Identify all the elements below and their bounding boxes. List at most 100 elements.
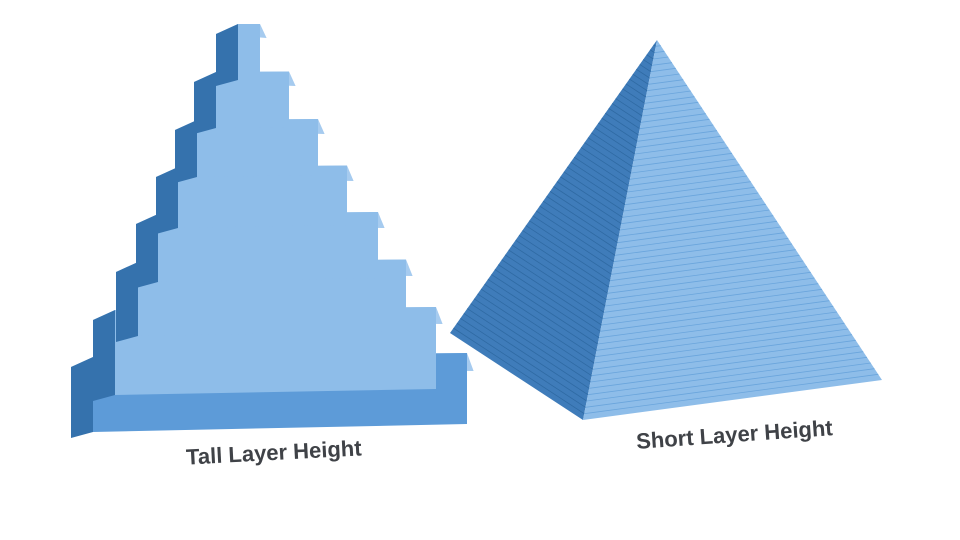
layer-line-left [615, 98, 643, 117]
layer-line-right [621, 203, 766, 225]
layer-line-left [553, 186, 621, 231]
layer-line-right [652, 62, 673, 66]
layer-line-left [536, 210, 615, 263]
layer-line-right [584, 373, 879, 415]
layer-line-right [600, 300, 830, 332]
tier-front-8 [238, 24, 260, 80]
layer-line-right [617, 220, 778, 244]
layer-line-right [650, 67, 676, 73]
layer-line-right [602, 288, 823, 320]
layer-line-right [606, 271, 811, 301]
layer-line-right [645, 90, 691, 98]
layer-line-right [628, 169, 744, 187]
layer-line-left [625, 83, 647, 98]
tier-side-7 [194, 72, 216, 134]
layer-line-right [608, 260, 804, 288]
pyramid-right-face [583, 40, 882, 420]
layer-line-right [618, 215, 774, 237]
layer-line-left [601, 117, 638, 142]
tall-layer-pyramid [71, 24, 474, 438]
layer-line-left [525, 225, 611, 282]
layer-line-left [636, 68, 650, 79]
layer-line-left [556, 181, 622, 225]
tier-side-5 [156, 167, 178, 234]
layer-line-right [655, 45, 661, 47]
layer-line-left [494, 269, 600, 339]
layer-line-right [638, 124, 714, 136]
layer-line-right [590, 345, 860, 383]
layer-line-right [585, 368, 875, 408]
layer-line-right [615, 232, 785, 256]
layer-line-left [580, 147, 631, 180]
layer-line-right [632, 152, 733, 168]
layer-line-left [508, 249, 605, 313]
layer-line-left [456, 322, 586, 408]
layer-line-left [560, 176, 623, 218]
layer-line-right [633, 147, 729, 161]
layer-line-left [491, 274, 599, 345]
layer-line-right [619, 209, 770, 231]
layer-line-right [627, 175, 748, 193]
layer-line-right [639, 118, 710, 130]
layer-line-right [597, 311, 838, 345]
layer-line-left [594, 127, 636, 155]
layer-line-left [587, 137, 633, 168]
layer-line-right [653, 56, 669, 60]
layer-line-left [639, 64, 652, 73]
tier-front-6 [197, 119, 318, 177]
layer-line-right [654, 50, 665, 54]
layer-line-right [610, 254, 800, 282]
layer-line-right [624, 186, 755, 206]
layer-line-left [629, 78, 648, 92]
layer-line-left [653, 44, 656, 47]
layer-line-right [612, 243, 793, 269]
layer-line-left [504, 254, 603, 320]
layer-line-left [522, 230, 610, 288]
layer-line-left [632, 73, 649, 85]
tier-side-1 [71, 357, 93, 438]
layer-line-right [623, 192, 759, 212]
layer-line-right [603, 283, 819, 313]
layer-line-left [577, 151, 629, 187]
layer-line-left [470, 303, 591, 383]
layer-line-right [629, 164, 740, 180]
layer-line-right [601, 294, 826, 326]
layer-line-left [649, 49, 655, 54]
layer-line-right [594, 328, 849, 364]
layer-line-left [573, 156, 628, 193]
layer-line-right [647, 84, 688, 92]
layer-line-right [640, 113, 706, 123]
layer-line-right [586, 362, 871, 402]
layer-line-left [542, 200, 617, 250]
layer-line-right [642, 107, 703, 117]
layer-line-right [644, 96, 695, 104]
layer-line-left [487, 278, 597, 351]
layer-line-left [598, 122, 637, 149]
layer-line-left [473, 298, 592, 377]
layer-line-left [460, 318, 587, 402]
layer-line-left [477, 293, 594, 370]
layer-line-right [626, 181, 751, 199]
layer-line-left [498, 264, 601, 332]
tier-front-7 [216, 71, 289, 128]
layer-line-left [608, 108, 640, 130]
layer-line-right [596, 317, 841, 351]
layer-line-left [532, 215, 613, 269]
layer-line-right [592, 334, 853, 370]
layer-line-right [634, 141, 725, 155]
layer-line-left [511, 244, 606, 307]
tier-side-8 [216, 24, 238, 86]
layer-line-right [595, 322, 845, 358]
layer-line-left [546, 195, 618, 244]
layer-line-left [642, 59, 653, 66]
layer-line-left [622, 88, 645, 104]
layer-line-left [529, 220, 612, 275]
short-layer-pyramid [450, 40, 882, 420]
layer-line-right [622, 198, 763, 218]
layer-line-left [453, 327, 585, 415]
layer-line-left [584, 142, 632, 174]
layer-line-right [605, 277, 815, 307]
tier-side-3 [116, 262, 138, 342]
tier-front-4 [158, 212, 378, 282]
